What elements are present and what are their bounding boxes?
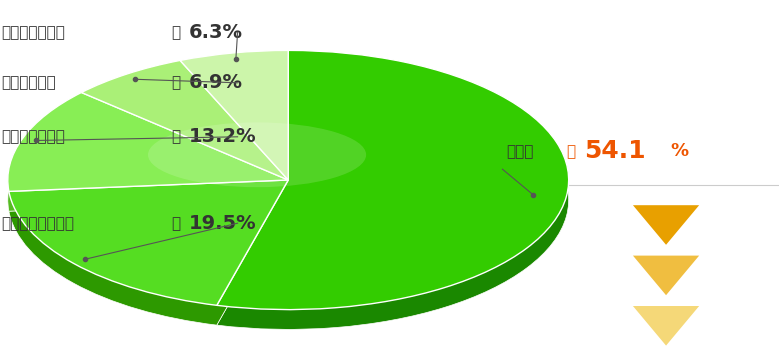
Wedge shape — [81, 60, 288, 180]
Text: 約: 約 — [171, 129, 181, 144]
Polygon shape — [633, 205, 699, 245]
Text: 約: 約 — [171, 75, 181, 90]
Text: 19.5%: 19.5% — [189, 214, 256, 233]
Text: 手数料が安かった: 手数料が安かった — [2, 216, 75, 231]
Text: %: % — [670, 142, 688, 160]
Wedge shape — [217, 70, 569, 329]
Text: 金利が高かった: 金利が高かった — [2, 129, 65, 144]
Wedge shape — [8, 93, 288, 192]
Text: 将来性に期待: 将来性に期待 — [2, 75, 56, 90]
Text: 通貨単価が低い: 通貨単価が低い — [2, 25, 65, 40]
Text: 6.3%: 6.3% — [189, 23, 242, 42]
Wedge shape — [81, 80, 288, 200]
Wedge shape — [8, 112, 288, 211]
Wedge shape — [9, 180, 288, 305]
Wedge shape — [180, 50, 288, 180]
Wedge shape — [217, 50, 569, 310]
Polygon shape — [633, 306, 699, 346]
Ellipse shape — [148, 122, 366, 187]
Text: その他: その他 — [506, 144, 534, 159]
Text: 約: 約 — [171, 25, 181, 40]
Text: 6.9%: 6.9% — [189, 73, 242, 92]
Text: 約: 約 — [171, 216, 181, 231]
Polygon shape — [633, 256, 699, 295]
Wedge shape — [9, 200, 288, 325]
Text: 約: 約 — [566, 144, 576, 159]
Wedge shape — [180, 70, 288, 200]
Text: 54.1: 54.1 — [584, 139, 646, 163]
Text: 13.2%: 13.2% — [189, 127, 256, 146]
